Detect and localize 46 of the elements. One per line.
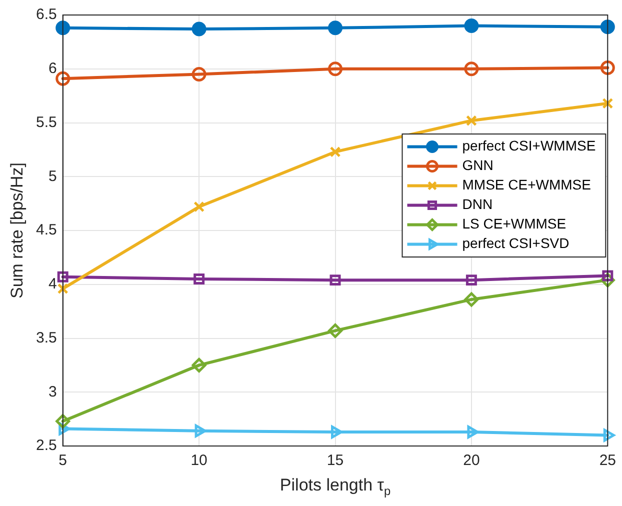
- point: [464, 292, 479, 307]
- point: [464, 62, 479, 76]
- legend-label: GNN: [462, 157, 494, 174]
- x-tick-label: 25: [599, 452, 616, 470]
- y-tick-label: 6.5: [36, 6, 57, 24]
- point: [194, 424, 206, 438]
- x-tick-label: 20: [463, 452, 480, 470]
- point: [467, 426, 479, 438]
- point: [466, 274, 477, 286]
- point: [330, 274, 341, 286]
- point: [194, 273, 205, 284]
- y-tick-label: 5.5: [36, 114, 57, 131]
- y-axis-title: Sum rate [bps/Hz]: [8, 162, 27, 299]
- point: [194, 201, 205, 212]
- point: [192, 67, 206, 82]
- point: [56, 71, 70, 86]
- point: [192, 22, 206, 36]
- point: [56, 20, 70, 36]
- y-tick-label: 5: [48, 168, 57, 185]
- point: [328, 323, 343, 338]
- y-tick-label: 2.5: [36, 437, 57, 454]
- point: [56, 414, 70, 428]
- point: [603, 428, 615, 442]
- point: [330, 146, 341, 158]
- y-tick-label: 4: [48, 276, 57, 293]
- point: [192, 358, 206, 372]
- legend-label: MMSE CE+WMMSE: [462, 176, 591, 193]
- point: [57, 283, 68, 294]
- point: [57, 271, 68, 282]
- x-tick-label: 15: [326, 452, 344, 470]
- point: [466, 115, 477, 126]
- legend-label: perfect CSI+WMMSE: [462, 138, 596, 154]
- legend-label: perfect CSI+SVD: [462, 235, 570, 252]
- legend-label: LS CE+WMMSE: [462, 216, 566, 232]
- y-tick-label: 6: [48, 60, 57, 78]
- point: [602, 98, 614, 109]
- point: [328, 62, 343, 76]
- legend-label: DNN: [462, 196, 493, 212]
- y-tick-label: 4.5: [36, 222, 57, 239]
- point: [328, 20, 343, 36]
- y-tick-label: 3: [48, 383, 57, 400]
- point: [600, 60, 615, 76]
- x-tick-label: 10: [190, 452, 208, 470]
- point: [464, 18, 479, 34]
- point: [600, 20, 615, 34]
- y-tick-label: 3.5: [36, 329, 57, 346]
